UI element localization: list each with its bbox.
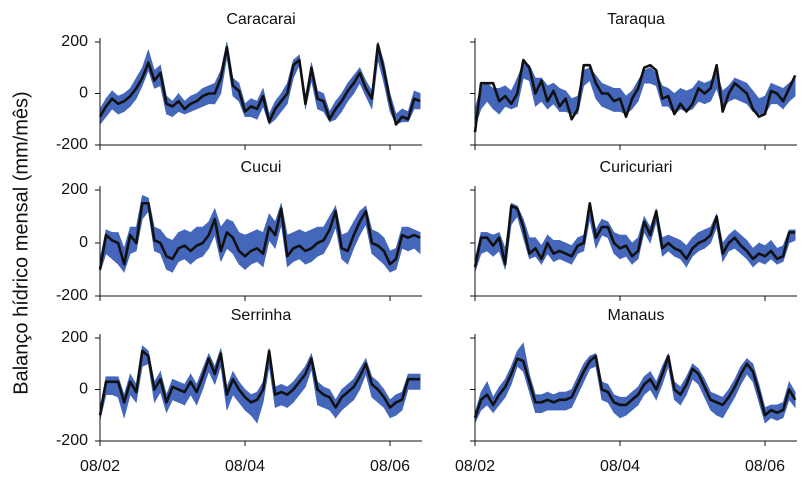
y-tick-label: 200 (61, 329, 88, 346)
range-band (250, 229, 258, 265)
range-band (613, 394, 621, 419)
panel-title: Manaus (608, 307, 665, 324)
range-band (401, 226, 409, 252)
range-band (413, 229, 421, 255)
panel-title: Taraqua (607, 11, 665, 28)
range-band (407, 373, 415, 390)
range-band (601, 82, 609, 110)
range-band (395, 391, 403, 416)
range-band (486, 82, 494, 110)
range-band (480, 232, 488, 255)
range-band (710, 391, 717, 416)
observed-line (98, 43, 421, 126)
y-tick-label: 200 (61, 33, 88, 50)
x-tick-label: 08/02 (455, 458, 495, 475)
range-band (413, 373, 421, 390)
range-band (716, 394, 724, 419)
range-band (583, 67, 591, 87)
y-tick-label: 0 (79, 381, 88, 398)
range-band (480, 82, 488, 110)
range-band (166, 237, 173, 273)
x-tick-label: 08/04 (600, 458, 640, 475)
y-tick-label: -200 (56, 287, 88, 304)
range-band (274, 383, 282, 408)
x-tick-label: 08/04 (225, 458, 265, 475)
y-tick-label: 0 (79, 234, 88, 251)
range-band (250, 391, 258, 424)
panel-title: Cucui (241, 159, 282, 176)
range-band (643, 67, 651, 84)
range-band (758, 95, 766, 115)
range-band (734, 77, 742, 102)
panel-title: Caracarai (226, 11, 295, 28)
x-tick-label: 08/06 (745, 458, 785, 475)
range-band (111, 232, 119, 265)
range-band (141, 194, 149, 221)
range-band (619, 396, 627, 419)
observed-line (98, 349, 421, 416)
range-band (178, 381, 185, 406)
y-tick-label: -200 (56, 432, 88, 449)
range-band (516, 342, 524, 373)
x-tick-label: 08/02 (80, 458, 120, 475)
y-tick-label: -200 (56, 136, 88, 153)
x-tick-label: 08/06 (370, 458, 410, 475)
y-tick-label: 200 (61, 181, 88, 198)
y-axis-label: Balanço hídrico mensal (mm/mês) (10, 91, 32, 394)
observed-line (98, 201, 421, 270)
range-band (601, 218, 609, 239)
y-tick-label: 0 (79, 85, 88, 102)
panel-title: Serrinha (231, 307, 292, 324)
range-band (111, 376, 119, 398)
panel-title: Curicuriari (600, 159, 673, 176)
observed-line (473, 201, 796, 268)
range-band (323, 386, 330, 411)
range-band (407, 226, 415, 252)
range-band (105, 376, 113, 395)
range-band (280, 383, 288, 408)
range-band (305, 229, 312, 265)
observed-line (473, 58, 797, 133)
observed-line (473, 354, 797, 419)
range-band (172, 378, 179, 403)
